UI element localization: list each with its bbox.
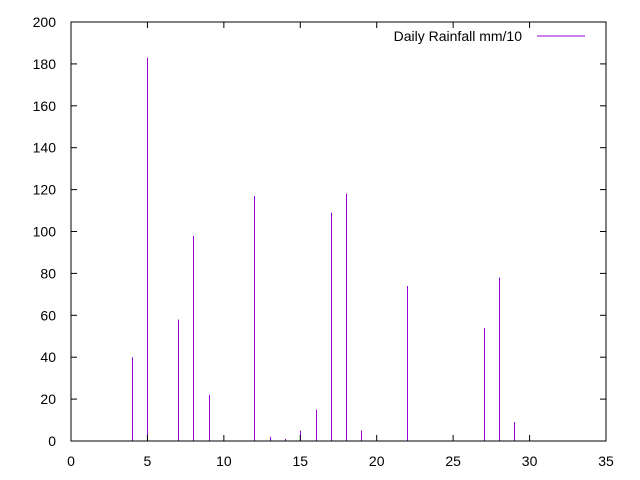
y-tick-label: 160 — [33, 98, 57, 114]
y-tick-label: 60 — [40, 307, 56, 323]
x-tick-label: 35 — [598, 453, 614, 469]
legend-label: Daily Rainfall mm/10 — [394, 28, 523, 44]
y-tick-labels: 0 20 40 60 80 100 120 140 160 180 200 — [33, 14, 57, 449]
y-tick-label: 100 — [33, 224, 57, 240]
y-tick-label: 120 — [33, 182, 57, 198]
y-tick-label: 200 — [33, 14, 57, 30]
x-tick-label: 25 — [445, 453, 461, 469]
y-tick-label: 0 — [48, 433, 56, 449]
y-tick-label: 80 — [40, 265, 56, 281]
x-tick-label: 20 — [369, 453, 385, 469]
x-tick-label: 5 — [144, 453, 152, 469]
legend: Daily Rainfall mm/10 — [394, 28, 585, 44]
x-tick-label: 15 — [292, 453, 308, 469]
plot-frame — [70, 21, 607, 442]
axis-ticks — [70, 21, 607, 442]
x-tick-label: 30 — [522, 453, 538, 469]
y-tick-label: 20 — [40, 391, 56, 407]
x-tick-label: 0 — [67, 453, 75, 469]
x-tick-label: 10 — [216, 453, 232, 469]
y-tick-label: 180 — [33, 56, 57, 72]
y-tick-label: 40 — [40, 349, 56, 365]
series-impulses — [132, 57, 515, 441]
y-tick-label: 140 — [33, 140, 57, 156]
x-tick-labels: 0 5 10 15 20 25 30 35 — [67, 453, 614, 469]
